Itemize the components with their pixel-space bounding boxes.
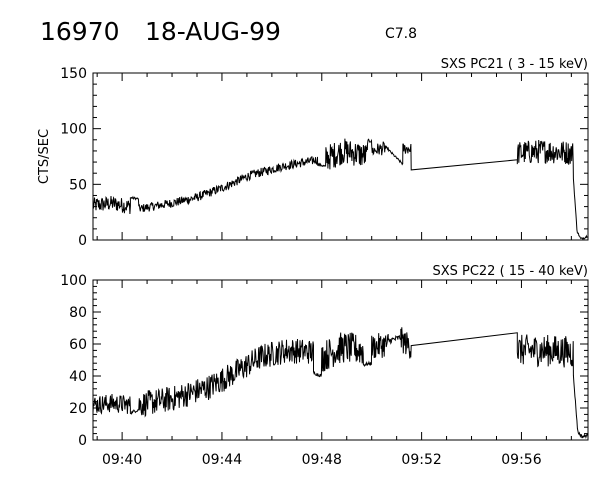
- y-tick-label: 100: [60, 273, 87, 289]
- time-axis-labels: 09:40 09:44 09:48 09:52 09:56: [102, 452, 542, 468]
- y-tick-label: 80: [69, 305, 87, 321]
- series-line: [92, 138, 589, 241]
- y-tick-label: 60: [69, 337, 87, 353]
- flare-class: C7.8: [385, 26, 417, 42]
- observation-id: 16970: [40, 17, 120, 46]
- x-tick-label: 09:56: [501, 452, 541, 468]
- series-line: [92, 327, 589, 439]
- x-tick-label: 09:48: [302, 452, 342, 468]
- y-tick-label: 50: [69, 177, 87, 193]
- plot-frame: [92, 279, 589, 441]
- y-tick-label: 20: [69, 401, 87, 417]
- y-tick-label: 150: [60, 66, 87, 82]
- y-tick-label: 100: [60, 122, 87, 138]
- y-tick-label: 0: [78, 233, 87, 249]
- x-tick-label: 09:44: [202, 452, 242, 468]
- panel-title: SXS PC21 ( 3 - 15 keV): [441, 57, 588, 72]
- panel-pc22: SXS PC22 ( 15 - 40 keV) 0 20 40 60 80 100: [60, 264, 589, 449]
- panel-pc21: SXS PC21 ( 3 - 15 keV) CTS/SEC 0 50 100 150: [37, 57, 589, 249]
- plot-frame: [92, 72, 589, 241]
- x-tick-label: 09:52: [401, 452, 441, 468]
- y-tick-label: 0: [78, 433, 87, 449]
- panel-title: SXS PC22 ( 15 - 40 keV): [432, 264, 588, 279]
- y-tick-label: 40: [69, 369, 87, 385]
- x-tick-label: 09:40: [102, 452, 142, 468]
- observation-date: 18-AUG-99: [145, 17, 281, 46]
- y-axis-label: CTS/SEC: [37, 129, 52, 184]
